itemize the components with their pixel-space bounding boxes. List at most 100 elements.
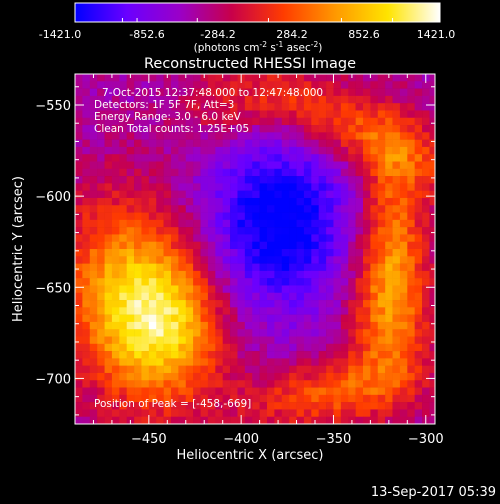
heatmap-cell	[89, 409, 98, 418]
heatmap-cell	[104, 285, 113, 294]
heatmap-cell	[422, 234, 430, 243]
heatmap-cell	[437, 409, 445, 417]
heatmap-cell	[134, 263, 142, 272]
heatmap-cell	[134, 402, 142, 410]
axis-tick-label: −300	[408, 432, 444, 447]
heatmap-cell	[119, 263, 127, 272]
heatmap-cell	[230, 336, 238, 345]
heatmap-cell	[244, 219, 253, 228]
heatmap-cell	[437, 125, 445, 133]
heatmap-cell	[97, 95, 105, 104]
heatmap-cell	[392, 285, 401, 294]
heatmap-cell	[377, 81, 386, 89]
heatmap-cell	[222, 219, 231, 228]
heatmap-cell	[363, 227, 371, 235]
heatmap-cell	[244, 351, 253, 359]
heatmap-cell	[237, 154, 246, 162]
heatmap-cell	[437, 103, 445, 111]
heatmap-cell	[178, 103, 187, 111]
heatmap-cell	[148, 146, 157, 155]
heatmap-cell	[75, 256, 83, 264]
heatmap-cell	[303, 372, 312, 381]
heatmap-cell	[237, 263, 246, 272]
heatmap-cell	[207, 110, 216, 119]
heatmap-cell	[252, 292, 260, 301]
heatmap-cell	[296, 300, 305, 308]
heatmap-cell	[222, 154, 231, 162]
heatmap-cell	[274, 241, 283, 250]
heatmap-cell	[281, 263, 290, 272]
heatmap-cell	[163, 292, 172, 301]
heatmap-cell	[237, 270, 246, 279]
heatmap-cell	[348, 285, 356, 294]
heatmap-cell	[111, 394, 120, 403]
heatmap-cell	[303, 329, 312, 337]
heatmap-cell	[407, 409, 415, 418]
heatmap-cell	[274, 409, 283, 418]
heatmap-cell	[259, 292, 268, 301]
heatmap-cell	[318, 219, 327, 228]
heatmap-cell	[259, 402, 268, 410]
heatmap-cell	[318, 336, 327, 345]
heatmap-cell	[119, 197, 127, 206]
heatmap-cell	[414, 219, 423, 228]
heatmap-cell	[326, 74, 334, 82]
heatmap-cell	[163, 329, 172, 337]
heatmap-cell	[97, 358, 105, 366]
heatmap-cell	[134, 336, 142, 345]
heatmap-cell	[244, 263, 253, 272]
heatmap-cell	[156, 183, 164, 191]
heatmap-cell	[193, 380, 201, 388]
heatmap-cell	[148, 380, 157, 388]
heatmap-cell	[296, 314, 305, 323]
heatmap-cell	[222, 394, 231, 403]
heatmap-cell	[230, 278, 238, 286]
heatmap-cell	[274, 110, 283, 119]
heatmap-cell	[244, 387, 253, 396]
heatmap-cell	[82, 81, 91, 89]
heatmap-cell	[422, 387, 430, 396]
heatmap-cell	[392, 241, 401, 250]
heatmap-cell	[82, 176, 91, 184]
heatmap-cell	[230, 321, 238, 330]
heatmap-cell	[104, 190, 113, 199]
heatmap-cell	[355, 336, 364, 345]
heatmap-cell	[363, 409, 371, 418]
heatmap-cell	[82, 270, 91, 279]
heatmap-cell	[311, 132, 319, 140]
heatmap-cell	[230, 125, 238, 133]
heatmap-cell	[422, 103, 430, 111]
heatmap-cell	[392, 103, 401, 111]
heatmap-cell	[363, 146, 371, 155]
heatmap-cell	[244, 365, 253, 374]
heatmap-cell	[244, 74, 253, 82]
heatmap-cell	[134, 424, 142, 432]
heatmap-cell	[407, 300, 415, 308]
heatmap-cell	[355, 285, 364, 294]
heatmap-cell	[237, 278, 246, 286]
heatmap-cell	[429, 343, 435, 352]
heatmap-cell	[75, 285, 83, 294]
heatmap-cell	[407, 176, 415, 184]
heatmap-cell	[193, 402, 201, 410]
heatmap-cell	[392, 307, 401, 315]
heatmap-cell	[185, 88, 194, 97]
heatmap-cell	[297, 424, 305, 432]
heatmap-cell	[163, 285, 172, 294]
heatmap-cell	[163, 219, 172, 228]
heatmap-cell	[156, 110, 164, 119]
heatmap-cell	[89, 292, 98, 301]
heatmap-cell	[259, 197, 268, 206]
heatmap-cell	[141, 154, 150, 162]
heatmap-cell	[422, 176, 430, 184]
heatmap-cell	[185, 227, 194, 235]
heatmap-cell	[333, 154, 342, 162]
heatmap-cell	[274, 81, 283, 89]
heatmap-cell	[119, 402, 127, 410]
heatmap-cell	[422, 146, 430, 155]
heatmap-cell	[215, 256, 223, 264]
heatmap-cell	[104, 263, 113, 272]
heatmap-cell	[429, 409, 435, 418]
heatmap-cell	[252, 402, 260, 410]
heatmap-cell	[193, 212, 201, 221]
